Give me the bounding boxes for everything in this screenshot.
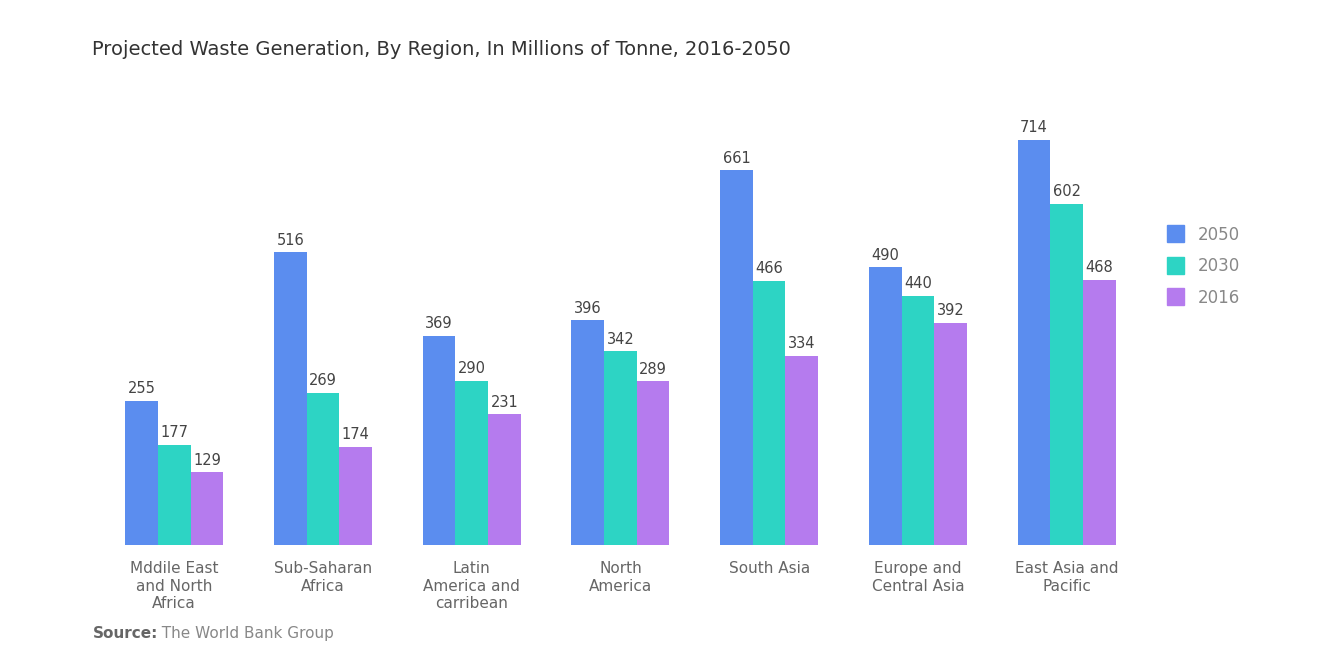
Text: 290: 290 <box>458 361 486 376</box>
Bar <box>785 356 818 545</box>
Bar <box>422 336 455 545</box>
Bar <box>488 414 521 545</box>
Text: 468: 468 <box>1085 260 1113 275</box>
Text: 396: 396 <box>574 301 602 316</box>
Legend: 2050, 2030, 2016: 2050, 2030, 2016 <box>1167 225 1239 307</box>
Bar <box>1018 140 1051 545</box>
Bar <box>902 295 935 545</box>
Text: 269: 269 <box>309 373 337 388</box>
Text: The World Bank Group: The World Bank Group <box>152 626 334 642</box>
Text: 334: 334 <box>788 336 816 351</box>
Text: 392: 392 <box>937 303 965 319</box>
Text: 602: 602 <box>1052 184 1081 199</box>
Bar <box>190 472 223 545</box>
Text: 516: 516 <box>276 233 304 248</box>
Text: 174: 174 <box>342 427 370 442</box>
Text: 255: 255 <box>128 381 156 396</box>
Text: 129: 129 <box>193 452 220 467</box>
Bar <box>455 380 488 545</box>
Text: 342: 342 <box>606 332 635 346</box>
Text: 177: 177 <box>160 426 189 440</box>
Text: 490: 490 <box>871 247 899 263</box>
Bar <box>158 445 190 545</box>
Text: 466: 466 <box>755 261 783 276</box>
Text: 231: 231 <box>491 394 519 410</box>
Bar <box>273 253 306 545</box>
Bar <box>752 281 785 545</box>
Bar <box>935 323 968 545</box>
Bar <box>605 351 636 545</box>
Text: 714: 714 <box>1020 120 1048 136</box>
Bar <box>869 267 902 545</box>
Bar <box>339 446 372 545</box>
Text: 661: 661 <box>722 150 750 166</box>
Bar <box>636 381 669 545</box>
Bar <box>1082 279 1115 545</box>
Text: 289: 289 <box>639 362 667 376</box>
Bar <box>1051 203 1082 545</box>
Bar <box>125 400 158 545</box>
Text: Source:: Source: <box>92 626 158 642</box>
Text: 440: 440 <box>904 276 932 291</box>
Text: 369: 369 <box>425 317 453 331</box>
Bar <box>306 392 339 545</box>
Bar <box>572 321 605 545</box>
Text: Projected Waste Generation, By Region, In Millions of Tonne, 2016-2050: Projected Waste Generation, By Region, I… <box>92 40 791 59</box>
Bar <box>719 170 752 545</box>
